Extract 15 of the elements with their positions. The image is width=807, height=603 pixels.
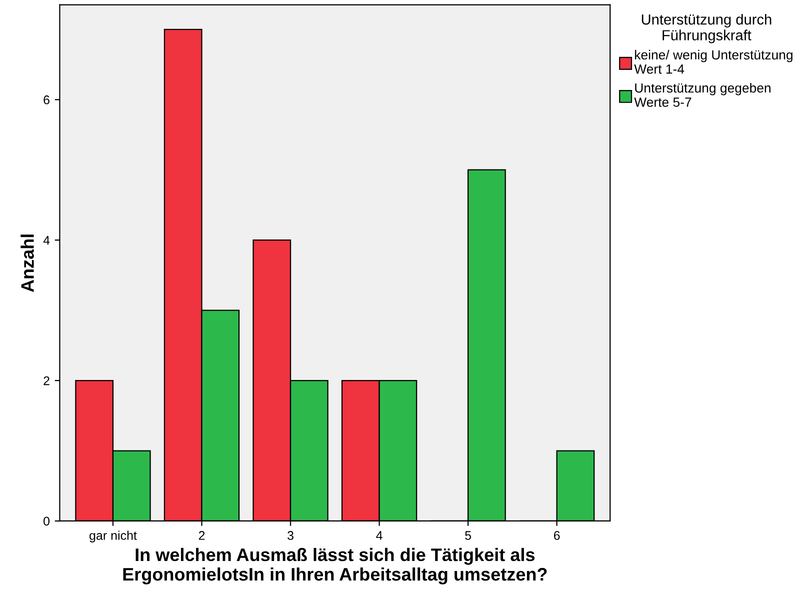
y-tick-label: 4 xyxy=(43,236,50,245)
x-tick-label: 5 xyxy=(465,531,472,540)
x-tick-label: gar nicht xyxy=(90,530,137,542)
x-tick-label: 3 xyxy=(288,531,294,540)
legend-label: Unterstützung gegeben Werte 5-7 xyxy=(634,82,770,107)
x-tick-label: 4 xyxy=(376,531,382,540)
x-axis-title: In welchem Ausmaß lässt sich die Tätigkeit als ErgonomielotsIn in Ihren Arbeitsalltag umsetzen? xyxy=(123,548,547,584)
legend-label: keine/ wenig Unterstützung Wert 1-4 xyxy=(634,50,792,74)
y-tick-label: 6 xyxy=(44,95,50,104)
y-tick-label: 2 xyxy=(44,376,50,386)
y-axis-title: Anzahl xyxy=(20,234,34,292)
x-tick-label: 6 xyxy=(554,531,560,540)
legend-title: Unterstützung durch Führungskraft xyxy=(642,14,772,44)
x-tick-label: 2 xyxy=(198,531,205,540)
y-tick-label: 0 xyxy=(44,516,50,526)
